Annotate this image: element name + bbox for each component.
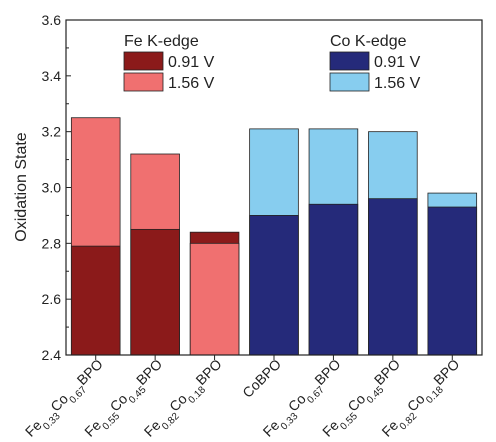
bars-layer: [70, 117, 478, 356]
bar-fe-0.91v-0: [70, 245, 121, 356]
y-tick-label: 3.4: [42, 68, 62, 84]
y-tick-label: 2.4: [42, 347, 62, 363]
legend-swatch-0-0: [123, 51, 164, 71]
legend-label-0-1: 1.56 V: [168, 75, 215, 92]
y-axis: 2.4 2.6 2.8 3.0 3.2 3.4 3.6: [42, 12, 71, 363]
legend: Fe K-edge 0.91 V 1.56 V Co K-edge 0.91 V 1.56…: [123, 33, 421, 92]
legend-title-0: Fe K-edge: [124, 33, 199, 50]
legend-swatch-1-0: [329, 51, 370, 71]
y-tick-label: 3.0: [42, 180, 62, 196]
legend-title-1: Co K-edge: [330, 33, 407, 50]
x-axis: Fe0.33Co0.67BPOFe0.55Co0.45BPOFe0.82Co0.…: [22, 355, 462, 440]
y-axis-title: Oxidation State: [13, 132, 30, 242]
legend-label-1-0: 0.91 V: [374, 54, 421, 71]
bar-co-0.91v-6: [427, 206, 478, 356]
legend-swatch-1-1: [329, 72, 370, 92]
bar-co-0.91v-5: [368, 198, 418, 356]
bar-co-0.91v-4: [308, 203, 359, 356]
y-tick-label: 2.6: [42, 291, 62, 307]
bar-fe-1.56v-2: [189, 242, 240, 356]
legend-swatch-0-1: [123, 72, 164, 92]
x-category-label: CoBPO: [239, 356, 284, 401]
y-tick-label: 2.8: [42, 235, 62, 251]
legend-label-0-0: 0.91 V: [168, 54, 215, 71]
y-tick-label: 3.6: [42, 12, 62, 28]
legend-label-1-1: 1.56 V: [374, 75, 421, 92]
y-tick-label: 3.2: [42, 124, 62, 140]
bar-co-0.91v-3: [249, 215, 299, 356]
bar-fe-0.91v-1: [130, 228, 180, 356]
